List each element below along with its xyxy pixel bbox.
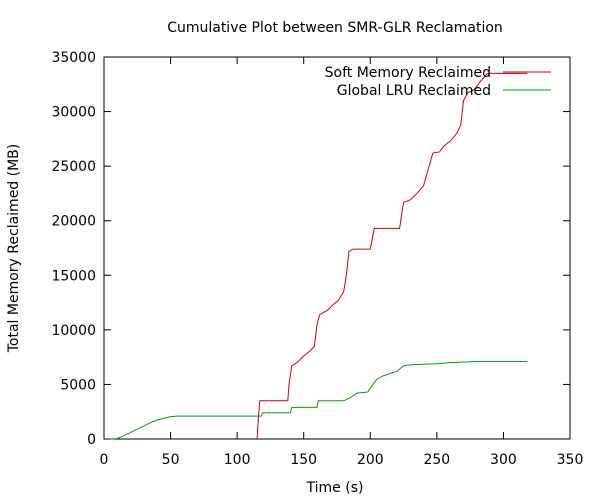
x-tick-label: 200 xyxy=(357,452,384,468)
y-tick-label: 35000 xyxy=(51,50,96,66)
y-tick-label: 20000 xyxy=(51,214,96,230)
series-lines xyxy=(110,72,528,440)
x-tick-label: 100 xyxy=(224,452,251,468)
series-line-global-lru xyxy=(110,361,528,440)
y-tick-label: 30000 xyxy=(51,105,96,121)
y-tick-label: 10000 xyxy=(51,323,96,339)
series-line-soft-memory xyxy=(256,72,528,440)
chart-title: Cumulative Plot between SMR-GLR Reclamat… xyxy=(167,20,503,36)
y-tick-label: 5000 xyxy=(60,377,96,393)
x-tick-label: 150 xyxy=(290,452,317,468)
y-axis-label: Total Memory Reclaimed (MB) xyxy=(6,144,22,354)
legend-label: Global LRU Reclaimed xyxy=(337,83,491,99)
y-tick-label: 0 xyxy=(87,432,96,448)
y-tick-label: 25000 xyxy=(51,159,96,175)
x-tick-label: 50 xyxy=(162,452,180,468)
y-tick-label: 15000 xyxy=(51,268,96,284)
x-tick-label: 0 xyxy=(100,452,109,468)
y-axis: 0 5000 10000 15000 20000 25000 30000 35000 xyxy=(51,50,570,448)
x-axis: 0 50 100 150 200 250 300 350 xyxy=(100,57,584,468)
legend: Soft Memory Reclaimed Global LRU Reclaime… xyxy=(325,65,551,99)
x-tick-label: 300 xyxy=(490,452,517,468)
plot-area xyxy=(103,56,571,440)
legend-label: Soft Memory Reclaimed xyxy=(325,65,491,81)
x-axis-label: Time (s) xyxy=(306,480,364,496)
x-tick-label: 250 xyxy=(423,452,450,468)
x-tick-label: 350 xyxy=(557,452,584,468)
